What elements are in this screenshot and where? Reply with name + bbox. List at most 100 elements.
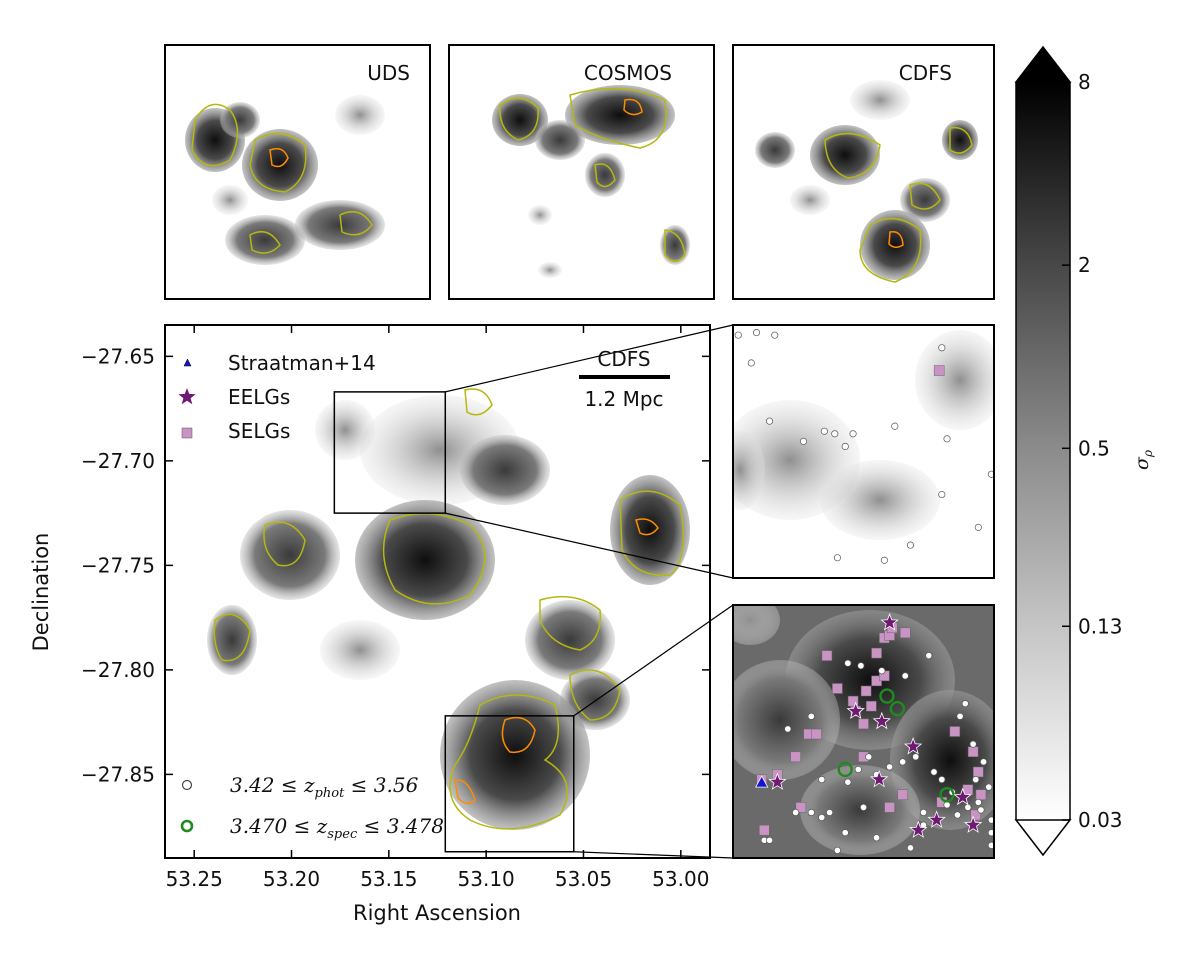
zspec-point xyxy=(879,688,895,704)
zphot-point xyxy=(844,659,852,667)
legend-label-eelgs: EELGs xyxy=(228,385,290,409)
zphot-point xyxy=(765,417,774,425)
selg-point xyxy=(832,683,843,694)
zphot-point xyxy=(792,808,800,817)
eelg-point xyxy=(880,613,899,631)
zphot-point xyxy=(854,765,862,774)
zphot-point xyxy=(930,768,938,776)
selg-point xyxy=(795,802,807,813)
eelg-point xyxy=(872,711,891,730)
cdfs-overview-density-map xyxy=(755,80,978,283)
colorbar-label: σρ xyxy=(1131,450,1155,470)
x-tick-label: 53.25 xyxy=(166,867,223,891)
eelg-point xyxy=(768,772,787,790)
legend-square-marker xyxy=(181,427,193,439)
zphot-point xyxy=(734,331,742,339)
zphot-point xyxy=(977,806,985,814)
eelg-point xyxy=(846,701,865,720)
colorbar: 8 2 0.5 0.13 0.03 σρ xyxy=(1014,45,1155,857)
uds-title: UDS xyxy=(367,61,410,85)
inset-upper-density-map xyxy=(733,330,994,540)
zphot-point xyxy=(872,834,881,842)
cosmos-density-map xyxy=(492,85,690,278)
colorbar-tick-label: 2 xyxy=(1078,253,1091,277)
colorbar-tick-label: 0.13 xyxy=(1078,614,1123,638)
selg-point xyxy=(866,700,877,712)
y-tick-label: −27.85 xyxy=(81,762,155,786)
panel-uds: UDS xyxy=(164,44,431,300)
zphot-point xyxy=(906,844,915,852)
zoom-box-lower xyxy=(444,715,575,853)
panel-inset-upper xyxy=(732,324,995,579)
eelg-point xyxy=(927,810,946,828)
legend-bottom: 3.42 ≤ zphot ≤ 3.56 3.470 ≤ zspec ≤ 3.47… xyxy=(180,773,444,842)
x-tick-label: 53.05 xyxy=(555,867,612,891)
selg-point xyxy=(860,685,872,697)
zphot-point xyxy=(818,776,826,784)
eelg-point xyxy=(903,737,923,755)
zphot-point xyxy=(831,430,839,438)
colorbar-tick-label: 0.5 xyxy=(1078,436,1110,460)
zphot-point xyxy=(807,712,815,720)
selg-point xyxy=(933,365,945,376)
zphot-point xyxy=(925,652,933,660)
selg-point xyxy=(871,647,882,659)
panel-cosmos: COSMOS xyxy=(448,44,715,300)
zphot-point xyxy=(771,331,779,339)
selg-point xyxy=(759,824,770,836)
legend-label-zphot: 3.42 ≤ zphot ≤ 3.56 xyxy=(230,773,419,801)
zphot-point xyxy=(901,672,909,680)
inset-lower-density-map xyxy=(733,605,994,858)
colorbar-tick-label: 8 xyxy=(1078,70,1091,94)
y-axis-label: Declination xyxy=(29,533,53,652)
y-tick-label: −27.75 xyxy=(81,553,155,577)
zphot-point xyxy=(841,829,849,837)
legend-label-selgs: SELGs xyxy=(228,419,290,443)
selg-point xyxy=(949,726,961,737)
zphot-point xyxy=(964,803,972,811)
zphot-point xyxy=(752,329,761,337)
legend-phot-marker xyxy=(181,779,193,791)
zphot-point xyxy=(833,554,841,562)
legend-label-zspec: 3.470 ≤ zspec ≤ 3.478 xyxy=(230,814,444,842)
zspec-point xyxy=(939,787,955,803)
zphot-point xyxy=(956,712,964,720)
scale-bar-label: 1.2 Mpc xyxy=(584,387,663,411)
zphot-point xyxy=(799,437,808,445)
y-tick-label: −27.70 xyxy=(81,449,155,473)
x-tick-label: 53.00 xyxy=(652,867,709,891)
selg-point xyxy=(975,789,987,800)
selg-point xyxy=(790,751,801,763)
cdfs-overview-title: CDFS xyxy=(899,61,952,85)
uds-density-map xyxy=(185,95,385,265)
x-axis-label: Right Ascension xyxy=(353,901,521,925)
selg-point xyxy=(967,746,979,757)
legend-label-straatman: Straatman+14 xyxy=(228,351,376,375)
zphot-point xyxy=(972,776,980,784)
zphot-point xyxy=(784,725,792,733)
selg-point xyxy=(821,650,833,661)
selg-point xyxy=(973,766,984,778)
colorbar-tick-label: 0.03 xyxy=(1078,808,1123,832)
colorbar-gradient xyxy=(1016,82,1070,820)
zphot-point xyxy=(912,753,920,761)
zphot-point xyxy=(833,846,841,854)
zphot-point xyxy=(765,836,774,844)
panel-main: 53.25 53.20 53.15 53.10 53.05 53.00 −27.65−27… xyxy=(29,324,734,925)
zphot-point xyxy=(818,813,826,822)
connector-upper-bottom xyxy=(445,512,734,579)
y-tick-label: −27.65 xyxy=(81,344,155,368)
connector-lower-bottom xyxy=(573,851,734,859)
zphot-point xyxy=(938,776,946,784)
zphot-point xyxy=(878,667,886,675)
zphot-point xyxy=(857,662,865,670)
zphot-point xyxy=(747,359,755,367)
zoom-box-upper xyxy=(333,391,447,514)
colorbar-extend-top xyxy=(1014,45,1072,83)
zphot-point xyxy=(938,344,946,352)
main-density-map xyxy=(207,388,690,830)
legend-triangle-marker xyxy=(183,358,192,367)
zspec-point xyxy=(889,701,906,717)
zphot-point xyxy=(943,435,951,443)
